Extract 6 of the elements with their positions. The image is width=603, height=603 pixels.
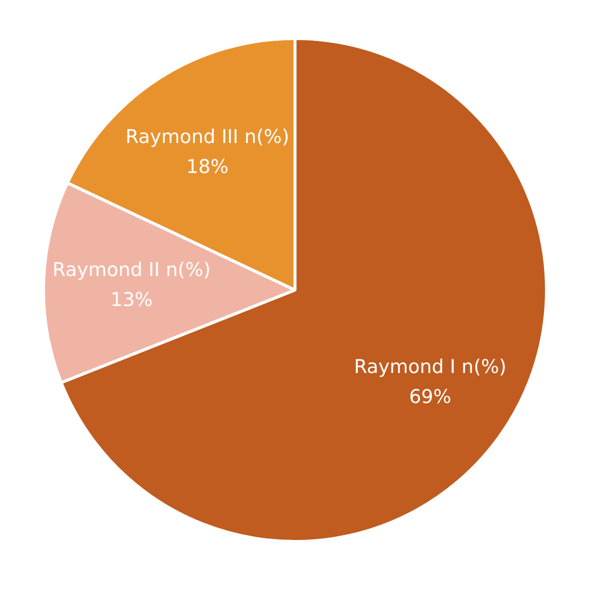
slice-label: Raymond III n(%) [126, 126, 290, 148]
data-label: 13% [110, 288, 153, 311]
slice-label: Raymond I n(%) [354, 356, 506, 378]
data-label: 69% [409, 386, 452, 408]
data-label: 18% [186, 156, 229, 178]
slice-label: Raymond II n(%) [52, 258, 211, 281]
